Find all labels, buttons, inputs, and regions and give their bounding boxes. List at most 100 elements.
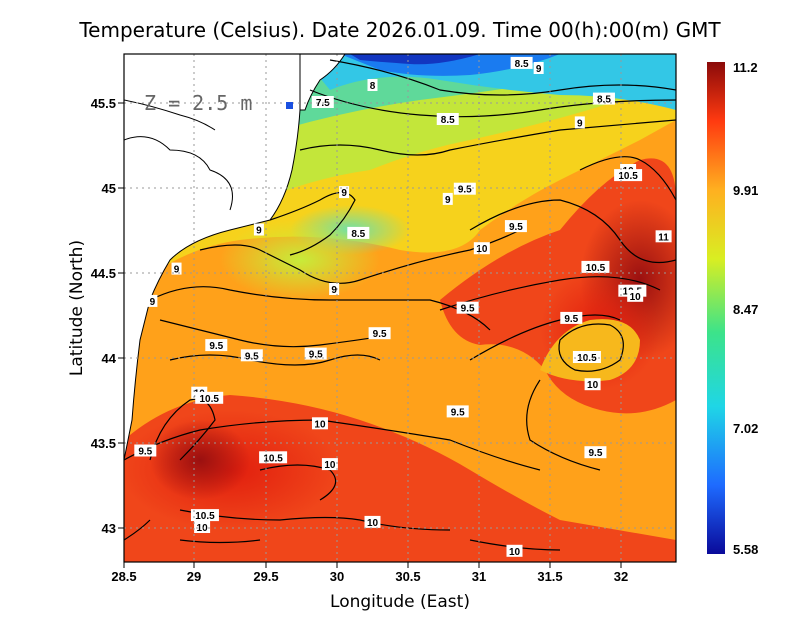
x-tick-label: 32 (614, 569, 628, 584)
x-tick-label: 29 (187, 569, 201, 584)
contour-label-bg (339, 186, 350, 199)
x-tick-label: 30 (330, 569, 344, 584)
contour-label: 8 (370, 81, 376, 92)
contour-label-bg (329, 283, 340, 295)
y-tick-labels: 43 43.5 44 44.5 45 45.5 (91, 96, 117, 536)
contour-label: 9 (150, 297, 156, 308)
y-tick-label: 45 (102, 181, 116, 196)
contour-label: 9.5 (209, 341, 223, 352)
contour-label: 9.5 (373, 329, 387, 340)
contour-label-bg (205, 339, 228, 352)
y-tick-label: 43 (102, 521, 116, 536)
contour-label-bg (627, 289, 644, 302)
contour-label: 9 (174, 265, 180, 276)
contour-label: 9.5 (245, 351, 259, 362)
colorbar (707, 62, 725, 554)
contour-label-bg (506, 544, 523, 557)
contour-label: 10 (630, 292, 642, 303)
contour-label: 9.5 (309, 350, 323, 361)
contour-label-bg (473, 242, 490, 255)
contour-lines (124, 59, 676, 551)
contour-label-bg (655, 230, 672, 243)
plot-frame (123, 53, 677, 563)
contour-label: 9.5 (138, 447, 152, 458)
contour-label-bg (147, 294, 158, 307)
contour-label: 9 (536, 64, 542, 75)
contour-label-bg (446, 405, 469, 418)
y-tick-label: 45.5 (91, 96, 116, 111)
y-tick-label: 43.5 (91, 436, 116, 451)
contour-label: 9 (445, 195, 451, 206)
colorbar-tick-label: 8.47 (733, 302, 758, 317)
x-tick-label: 31 (472, 569, 486, 584)
contour-label: 10 (476, 244, 488, 255)
map-grid (124, 54, 676, 562)
contour-label-bg (581, 260, 610, 273)
y-tick-label: 44 (102, 351, 117, 366)
colorbar-tick-label: 9.91 (733, 183, 758, 198)
contour-label-bg (456, 301, 479, 314)
contour-label-bg (347, 226, 370, 239)
contour-label-bg (304, 347, 327, 360)
contour-label-bg (364, 515, 381, 528)
contour-label-bg (311, 417, 328, 430)
contour-label: 9.5 (564, 314, 578, 325)
contour-label: 10 (314, 419, 326, 430)
contour-label: 10.5 (195, 511, 215, 522)
contour-label-bg (584, 446, 607, 459)
contour-label-bg (560, 311, 583, 324)
contour-label: 10.5 (263, 453, 283, 464)
contour-label: 11 (658, 232, 669, 243)
contour-label-bg (453, 182, 476, 195)
contour-label: 9.5 (451, 407, 465, 418)
contour-label: 9 (577, 118, 583, 129)
x-tick-label: 29.5 (253, 569, 278, 584)
contour-label: 10.5 (618, 171, 638, 182)
contour-label-bg (367, 79, 378, 91)
contour-label: 9.5 (461, 304, 475, 315)
contour-label-layer: 8.5987.58.58.591010.59.5999.58.59111010.… (134, 56, 672, 558)
contour-label: 10 (587, 380, 599, 391)
map-title: Temperature (Celsius). Date 2026.01.09. … (78, 18, 721, 42)
x-tick-labels: 28.5 29 29.5 30 30.5 31 31.5 32 (111, 569, 628, 584)
contour-label: 10 (367, 518, 379, 529)
contour-label-bg (259, 451, 288, 464)
depth-label: Z = 2.5 m (144, 91, 252, 115)
x-tick-label: 28.5 (111, 569, 136, 584)
colorbar-tick-labels: 11.2 9.91 8.47 7.02 5.58 (733, 60, 758, 557)
contour-label: 8.5 (351, 229, 365, 240)
contour-label: 10 (509, 547, 521, 558)
contour-label-bg (194, 521, 211, 533)
contour-label: 9 (256, 226, 262, 237)
contour-label: 9 (341, 188, 347, 199)
colorbar-tick-label: 7.02 (733, 421, 758, 436)
contour-label: 9 (331, 285, 337, 296)
contour-label-bg (442, 192, 453, 205)
colorbar-tick-label: 11.2 (733, 60, 758, 75)
temperature-field: 8.5987.58.58.591010.59.5999.58.59111010.… (124, 54, 676, 562)
contour-label-bg (436, 113, 459, 125)
contour-label-bg (574, 116, 585, 129)
x-tick-label: 30.5 (395, 569, 420, 584)
contour-label-bg (134, 444, 157, 457)
contour-label-bg (321, 458, 338, 471)
contour-label-bg (195, 391, 224, 404)
location-marker (286, 102, 293, 109)
contour-label-bg (504, 220, 527, 233)
contour-label: 10.5 (586, 263, 606, 274)
contour-label: 8.5 (515, 59, 529, 70)
contour-label-bg (190, 509, 219, 522)
contour-label-bg (253, 223, 264, 236)
y-axis-label: Latitude (North) (67, 240, 87, 376)
contour-label: 9.5 (509, 222, 523, 233)
contour-label-bg (614, 169, 643, 182)
contour-label-bg (533, 62, 544, 74)
x-tick-label: 31.5 (537, 569, 562, 584)
contour-label: 9.5 (588, 448, 602, 459)
colorbar-tick-label: 5.58 (733, 542, 758, 557)
contour-label: 10.5 (199, 394, 219, 405)
contour-label-bg (510, 56, 533, 69)
contour-label: 9.5 (458, 185, 472, 196)
x-axis-label: Longitude (East) (330, 592, 470, 612)
